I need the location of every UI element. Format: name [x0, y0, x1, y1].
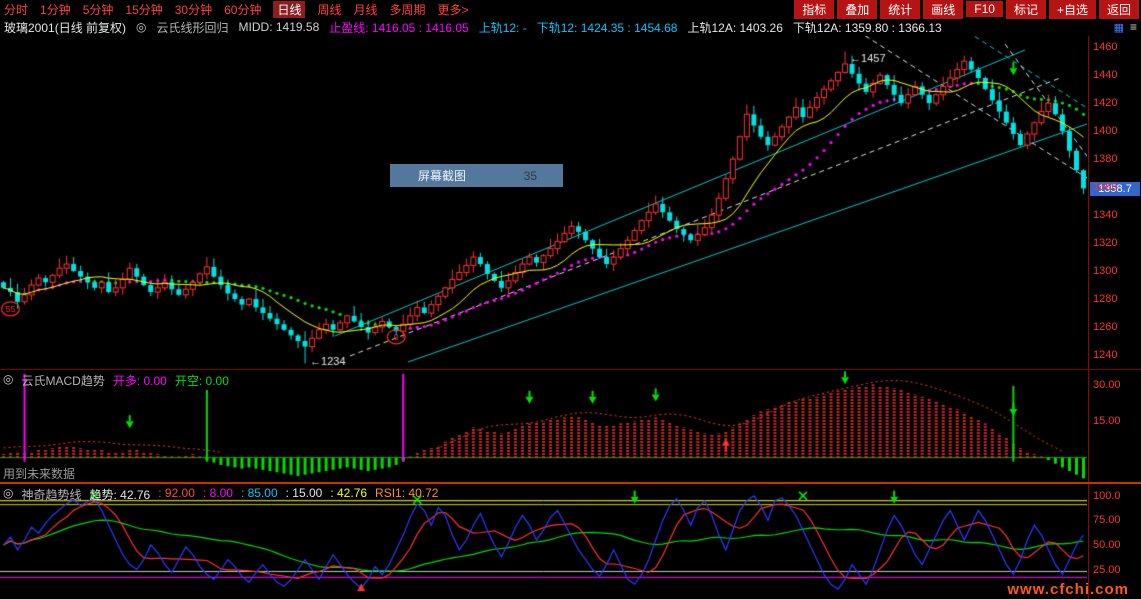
more-menu[interactable]: 更多>: [437, 2, 469, 17]
timeframe-60min[interactable]: 60分钟: [224, 2, 262, 17]
timeframe-15min[interactable]: 15分钟: [125, 2, 163, 17]
toolbar-buttons: 指标 叠加 统计 画线 F10 标记 +自选 返回: [794, 0, 1141, 19]
trend-seg0: 趋势: 42.76: [89, 488, 151, 502]
trend-chart[interactable]: [0, 484, 1087, 599]
axis-label: 1460: [1093, 41, 1118, 54]
instrument-name: 玻璃2001(日线 前复权): [4, 20, 127, 35]
f10-button[interactable]: F10: [966, 1, 1003, 17]
main-candlestick-chart[interactable]: [0, 36, 1087, 369]
indicator-collapse-icon[interactable]: ◎: [136, 20, 147, 34]
axis-label: 75.00: [1093, 514, 1121, 527]
stop-line-value: 止盈线: 1416.05 : 1416.05: [329, 20, 469, 35]
current-price-badge: 1358.7: [1090, 181, 1140, 196]
tooltip-title: 屏幕截图: [418, 169, 467, 183]
timeframe-1min[interactable]: 1分钟: [40, 2, 71, 17]
timeframe-fenshi[interactable]: 分时: [4, 2, 29, 17]
axis-label: 1320: [1093, 237, 1118, 250]
trend-collapse-icon[interactable]: ◎: [3, 486, 14, 500]
macd-title: 云氏MACD趋势: [21, 374, 105, 388]
trend-axis: 100.0 75.00 50.00 25.00: [1088, 484, 1141, 599]
macd-panel: ◎ 云氏MACD趋势 开多: 0.00 开空: 0.00 用到未来数据 30.0…: [0, 370, 1141, 482]
indicator-name: 云氏线形回归: [156, 20, 229, 35]
upper12-value: 上轨12: -: [478, 20, 527, 35]
axis-label: 1300: [1093, 265, 1118, 278]
timeframe-menu: 分时 1分钟 5分钟 15分钟 30分钟 60分钟 日线 周线 月线 多周期 更…: [4, 0, 794, 18]
top-menu-bar: 分时 1分钟 5分钟 15分钟 30分钟 60分钟 日线 周线 月线 多周期 更…: [0, 0, 1141, 19]
axis-label: 1240: [1093, 349, 1118, 361]
kaikong-value: 开空: 0.00: [174, 374, 229, 388]
timeframe-daily[interactable]: 日线: [273, 0, 306, 18]
main-chart-panel: 屏幕截图 35 1358.7 1460 1440 1420 1400 1380 1360 1…: [0, 36, 1141, 369]
axis-label: 1440: [1093, 69, 1118, 82]
panel-separator: [0, 369, 1141, 370]
statistics-button[interactable]: 统计: [880, 0, 921, 19]
axis-label: 1400: [1093, 125, 1118, 138]
axis-label: 1280: [1093, 293, 1118, 306]
upper12a-value: 上轨12A: 1403.26: [687, 20, 783, 35]
trend-seg4: : 15.00: [285, 486, 323, 500]
kaiduo-value: 开多: 0.00: [112, 374, 167, 388]
macd-axis: 30.00 15.00: [1088, 370, 1141, 482]
trend-header: ◎ 神奇趋势线 趋势: 42.76 : 92.00 : 8.00 : 85.00…: [3, 486, 438, 503]
macd-header: ◎ 云氏MACD趋势 开多: 0.00 开空: 0.00: [3, 372, 229, 389]
lower12-value: 下轨12: 1424.35 : 1454.68: [536, 20, 678, 35]
axis-label: 15.00: [1093, 415, 1121, 428]
macd-chart[interactable]: [0, 370, 1087, 482]
panel-layout-icon[interactable]: ▦: [1113, 21, 1124, 34]
timeframe-multi[interactable]: 多周期: [389, 2, 426, 17]
axis-label: 1260: [1093, 321, 1118, 334]
timeframe-30min[interactable]: 30分钟: [174, 2, 213, 17]
timeframe-weekly[interactable]: 周线: [317, 2, 342, 17]
trend-seg1: : 92.00: [158, 486, 195, 500]
timeframe-monthly[interactable]: 月线: [353, 2, 378, 17]
draw-line-button[interactable]: 画线: [923, 0, 964, 19]
add-watchlist-button[interactable]: +自选: [1048, 0, 1096, 19]
macd-collapse-icon[interactable]: ◎: [3, 372, 14, 386]
trend-title: 神奇趋势线: [21, 488, 82, 502]
rsi1-value: RSI1: 40.72: [375, 486, 439, 500]
lower12a-value: 下轨12A: 1359.80 : 1366.13: [792, 20, 942, 35]
overlay-button[interactable]: 叠加: [837, 0, 878, 19]
timeframe-5min[interactable]: 5分钟: [82, 2, 114, 17]
axis-label: 25.00: [1093, 563, 1121, 576]
axis-label: 1360: [1093, 181, 1118, 194]
trend-seg5: : 42.76: [330, 486, 368, 500]
indicator-info-bar: 玻璃2001(日线 前复权) ◎ 云氏线形回归 MIDD: 1419.58 止盈…: [0, 18, 1141, 36]
axis-label: 1340: [1093, 209, 1118, 222]
axis-label: 50.00: [1093, 538, 1121, 551]
watermark: www.cfchi.com: [1007, 581, 1129, 598]
menu-lines-icon[interactable]: ≡: [1129, 20, 1137, 34]
axis-label: 100.0: [1093, 489, 1121, 502]
tooltip-value: 35: [523, 168, 537, 183]
mark-button[interactable]: 标记: [1005, 0, 1046, 19]
screenshot-tooltip: 屏幕截图 35: [390, 164, 563, 187]
axis-label: 1420: [1093, 97, 1118, 110]
indicator-button[interactable]: 指标: [794, 0, 835, 19]
axis-label: 1380: [1093, 153, 1118, 166]
future-data-note: 用到未来数据: [3, 467, 76, 481]
trend-panel: ◎ 神奇趋势线 趋势: 42.76 : 92.00 : 8.00 : 85.00…: [0, 484, 1141, 599]
back-button[interactable]: 返回: [1098, 0, 1139, 19]
panel-separator-orange: [0, 482, 1141, 484]
trend-seg2: : 8.00: [202, 486, 233, 500]
axis-label: 30.00: [1093, 378, 1121, 391]
trend-seg3: : 85.00: [240, 486, 278, 500]
infobar-icons: ▦ ≡: [1114, 20, 1141, 34]
main-price-axis: 1358.7 1460 1440 1420 1400 1380 1360 1340 1320 1…: [1088, 36, 1141, 369]
midd-value: MIDD: 1419.58: [238, 20, 320, 34]
